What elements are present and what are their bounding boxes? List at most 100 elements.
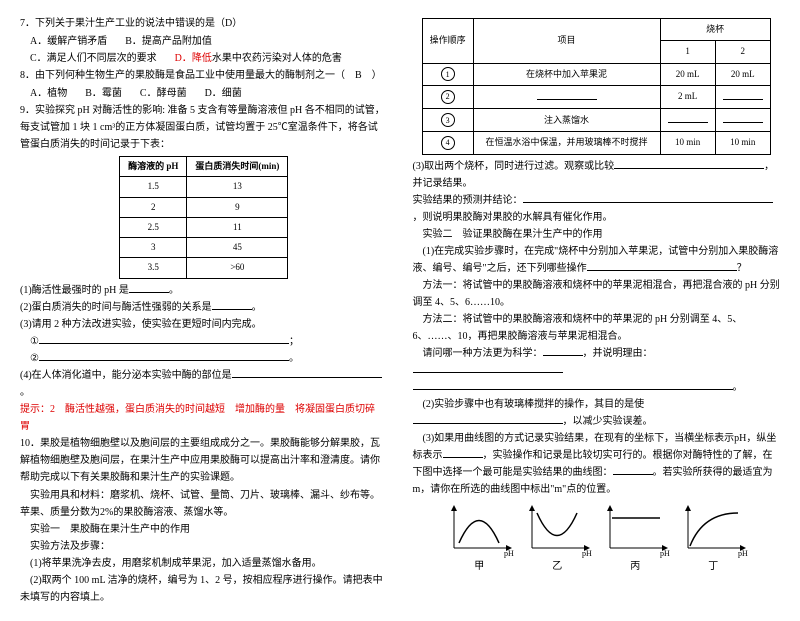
q8-b: B．霉菌 bbox=[85, 85, 122, 102]
q8-a: A．植物 bbox=[30, 85, 67, 102]
t: (3)取出两个烧杯，同时进行过滤。观察或比较 bbox=[413, 161, 615, 172]
q10-a1: 实验方法及步骤： bbox=[20, 538, 388, 555]
q10-a2: (1)将苹果洗净去皮，用磨浆机制成苹果泥，加入适量蒸馏水备用。 bbox=[20, 555, 388, 572]
blank-cell bbox=[715, 109, 770, 132]
left-column: 7．下列关于果汁生产工业的说法中错误的是（D） A．缓解产销矛盾 B．提高产品附… bbox=[20, 15, 388, 606]
svg-text:pH: pH bbox=[660, 549, 670, 558]
svg-text:pH: pH bbox=[504, 549, 514, 558]
q9-table: 酶溶液的 pH蛋白质消失时间(min) 1.513 29 2.511 345 3… bbox=[119, 156, 288, 279]
t: ，以减少实验误差。 bbox=[563, 416, 653, 427]
label-b: 乙 bbox=[522, 558, 592, 575]
h-item: 项目 bbox=[473, 19, 660, 64]
blank bbox=[543, 345, 583, 356]
h-cup: 烧杯 bbox=[660, 19, 770, 41]
r1v2: 20 mL bbox=[715, 63, 770, 85]
t: ； bbox=[289, 336, 299, 347]
blank bbox=[413, 413, 563, 424]
q7-dtail: 水果中农药污染对人体的危害 bbox=[212, 53, 342, 64]
n: 2 bbox=[422, 85, 473, 108]
t: (1)酶活性最强时的 pH 是 bbox=[20, 285, 129, 296]
c: 3.5 bbox=[120, 258, 187, 278]
t: 请问哪一种方法更为科学： bbox=[423, 348, 543, 359]
q7-c: C．满足人们不同层次的要求 bbox=[30, 50, 157, 67]
r1v1: 20 mL bbox=[660, 63, 715, 85]
q7-b: B．提高产品附加值 bbox=[125, 33, 212, 50]
p2: 实验结果的预测并结论：，则说明果胶酶对果胶的水解具有催化作用。 bbox=[413, 192, 781, 226]
t: 。 bbox=[20, 387, 30, 398]
t: 。 bbox=[169, 285, 179, 296]
t1-h1: 酶溶液的 pH bbox=[120, 157, 187, 177]
q8-choices: A．植物 B．霉菌 C．酵母菌 D．细菌 bbox=[30, 85, 388, 102]
h-op: 操作顺序 bbox=[422, 19, 473, 64]
p4: (1)在完成实验步骤时，在完成"烧杯中分别加入苹果泥，试管中分别加入果胶酶溶液、… bbox=[413, 243, 781, 277]
t1-h2: 蛋白质消失时间(min) bbox=[187, 157, 288, 177]
curve-icon: pH bbox=[444, 503, 514, 558]
q10-a: 实验一 果胶酶在果汁生产中的作用 bbox=[20, 521, 388, 538]
blank bbox=[39, 350, 289, 361]
t: ② bbox=[30, 353, 39, 364]
q9-sub4: (4)在人体消化道中，能分泌本实验中酶的部位是。 bbox=[20, 367, 388, 401]
label-d: 丁 bbox=[678, 558, 748, 575]
blank bbox=[413, 379, 733, 390]
t: 。 bbox=[289, 353, 299, 364]
blank bbox=[39, 333, 289, 344]
c: 2.5 bbox=[120, 217, 187, 237]
q9-stem: 9．实验探究 pH 对酶活性的影响: 准备 5 支含有等量酶溶液但 pH 各不相… bbox=[20, 102, 388, 153]
t: (2)实验步骤中也有玻璃棒搅拌的操作，其目的是使 bbox=[423, 399, 645, 410]
t: 。 bbox=[733, 382, 743, 393]
q9-hint: 提示：2 酶活性越强，蛋白质消失的时间越短 增加酶的量 将凝固蛋白质切碎 胃 bbox=[20, 401, 388, 435]
q9-sub3a: ①； bbox=[20, 333, 388, 350]
svg-text:pH: pH bbox=[582, 549, 592, 558]
q7: 7．下列关于果汁生产工业的说法中错误的是（D） bbox=[20, 15, 388, 32]
c: 11 bbox=[187, 217, 288, 237]
blank bbox=[587, 260, 737, 271]
c: >60 bbox=[187, 258, 288, 278]
t: (4)在人体消化道中，能分泌本实验中酶的部位是 bbox=[20, 370, 232, 381]
curve-icon: pH bbox=[600, 503, 670, 558]
t: ，并说明理由： bbox=[583, 348, 653, 359]
blank bbox=[443, 447, 483, 458]
r4v2: 10 min bbox=[715, 132, 770, 154]
chart-c: pH 丙 bbox=[600, 503, 670, 575]
right-column: 操作顺序 项目 烧杯 1 2 1 在烧杯中加入苹果泥 20 mL 20 mL 2… bbox=[413, 15, 781, 606]
blank-cell bbox=[660, 109, 715, 132]
p1: (3)取出两个烧杯，同时进行过滤。观察或比较，并记录结果。 bbox=[413, 158, 781, 192]
q7-a: A．缓解产销矛盾 bbox=[30, 33, 107, 50]
charts: pH 甲 pH 乙 pH 丙 bbox=[413, 503, 781, 575]
p8: (3)如果用曲线图的方式记录实验结果，在现有的坐标下，当横坐标表示pH，纵坐标表… bbox=[413, 430, 781, 498]
blank-cell bbox=[715, 85, 770, 108]
blank-cell bbox=[473, 85, 660, 108]
p3: 实验二 验证果胶酶在果汁生产中的作用 bbox=[413, 226, 781, 243]
p5b: 方法二：将试管中的果胶酶溶液和烧杯中的苹果泥的 pH 分别调至 4、5、6、……… bbox=[413, 311, 781, 345]
label-c: 丙 bbox=[600, 558, 670, 575]
c: 9 bbox=[187, 197, 288, 217]
t: ① bbox=[30, 336, 39, 347]
c: 1.5 bbox=[120, 177, 187, 197]
q8-d: D．细菌 bbox=[205, 85, 242, 102]
q10-a3: (2)取两个 100 mL 洁净的烧杯，编号为 1、2 号，按相应程序进行操作。… bbox=[20, 572, 388, 606]
h-c1: 1 bbox=[660, 41, 715, 63]
blank bbox=[212, 299, 252, 310]
r1: 在烧杯中加入苹果泥 bbox=[473, 63, 660, 85]
t: 。 bbox=[252, 302, 262, 313]
c: 2 bbox=[120, 197, 187, 217]
blank bbox=[614, 158, 764, 169]
q7-choices: A．缓解产销矛盾 B．提高产品附加值 bbox=[30, 33, 388, 50]
q7-choices2: C．满足人们不同层次的要求 D．降低水果中农药污染对人体的危害 bbox=[30, 50, 388, 67]
q10-mat: 实验用具和材料：磨浆机、烧杯、试管、量筒、刀片、玻璃棒、漏斗、纱布等。苹果、质量… bbox=[20, 487, 388, 521]
q7-stem: 7．下列关于果汁生产工业的说法中错误的是（D bbox=[20, 18, 232, 29]
n: 4 bbox=[422, 132, 473, 154]
q9-sub3: (3)请用 2 种方法改进实验，使实验在更短时间内完成。 bbox=[20, 316, 388, 333]
c: 3 bbox=[120, 238, 187, 258]
q7-end: ） bbox=[232, 18, 242, 29]
n: 1 bbox=[422, 63, 473, 85]
operation-table: 操作顺序 项目 烧杯 1 2 1 在烧杯中加入苹果泥 20 mL 20 mL 2… bbox=[422, 18, 771, 155]
label-a: 甲 bbox=[444, 558, 514, 575]
blank bbox=[523, 192, 773, 203]
svg-text:pH: pH bbox=[738, 549, 748, 558]
q9-sub3b: ②。 bbox=[20, 350, 388, 367]
q8-stem: 8．由下列何种生物生产的果胶酶是食品工业中使用量最大的酶制剂之一（ B ） bbox=[20, 67, 388, 84]
chart-d: pH 丁 bbox=[678, 503, 748, 575]
q10-stem: 10．果胶是植物细胞壁以及胞间层的主要组成成分之一。果胶酶能够分解果胶，瓦解植物… bbox=[20, 435, 388, 486]
q8-c: C．酵母菌 bbox=[140, 85, 187, 102]
